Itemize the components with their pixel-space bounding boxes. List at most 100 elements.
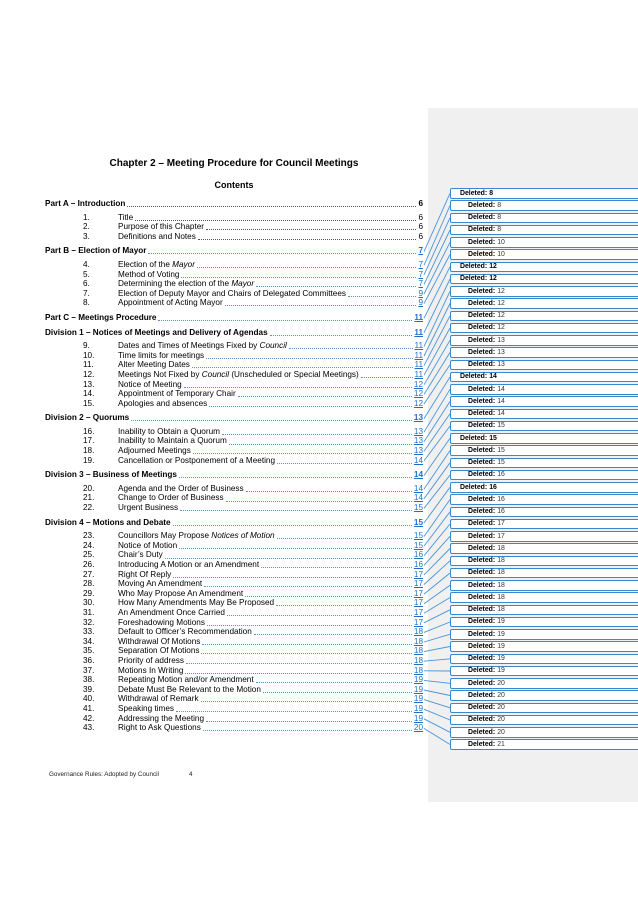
toc-item[interactable]: 6. Determining the election of the Mayor 7 (45, 279, 423, 289)
revision-box[interactable]: Deleted: 17 (450, 531, 638, 542)
toc-item[interactable]: 17. Inability to Maintain a Quorum 13 (45, 436, 423, 446)
revision-box[interactable]: Deleted: 12 (450, 322, 638, 334)
revision-box[interactable]: Deleted: 18 (450, 543, 638, 554)
toc-item[interactable]: 18. Adjourned Meetings 13 (45, 446, 423, 456)
toc-item[interactable]: 16. Inability to Obtain a Quorum 13 (45, 427, 423, 437)
toc-item[interactable]: 30. How Many Amendments May Be Proposed 17 (45, 598, 423, 608)
toc-item[interactable]: 2. Purpose of this Chapter 6 (45, 222, 423, 232)
revision-box[interactable]: Deleted: 15 (450, 420, 638, 432)
revision-box[interactable]: Deleted: 12 (450, 286, 638, 297)
toc-item[interactable]: 25. Chair’s Duty 16 (45, 550, 423, 560)
toc-item[interactable]: 20. Agenda and the Order of Business 14 (45, 484, 423, 494)
toc-item[interactable]: 41. Speaking times 19 (45, 704, 423, 714)
revision-box[interactable]: Deleted: 15 (450, 433, 638, 444)
revision-value: 20 (497, 679, 505, 687)
revision-box[interactable]: Deleted: 8 (450, 224, 638, 236)
revision-box[interactable]: Deleted: 19 (450, 653, 638, 665)
toc-item[interactable]: 28. Moving An Amendment 17 (45, 579, 423, 589)
toc-item[interactable]: 37. Motions In Writing 18 (45, 666, 423, 676)
toc-item[interactable]: 40. Withdrawal of Remark 19 (45, 694, 423, 704)
revision-box[interactable]: Deleted: 16 (450, 482, 638, 493)
revision-box[interactable]: Deleted: 10 (450, 249, 638, 260)
revision-box[interactable]: Deleted: 13 (450, 347, 638, 358)
revision-box[interactable]: Deleted: 13 (450, 359, 638, 371)
toc-item[interactable]: 13. Notice of Meeting 12 (45, 380, 423, 390)
toc-item[interactable]: 9. Dates and Times of Meetings Fixed by C… (45, 341, 423, 351)
revision-box[interactable]: Deleted: 16 (450, 469, 638, 481)
revision-box[interactable]: Deleted: 12 (450, 310, 638, 322)
toc-heading[interactable]: Part C – Meetings Procedure 11 (45, 313, 423, 323)
toc-item[interactable]: 32. Foreshadowing Motions 17 (45, 618, 423, 628)
toc-item[interactable]: 34. Withdrawal Of Motions 18 (45, 637, 423, 647)
revision-box[interactable]: Deleted: 16 (450, 494, 638, 505)
revision-box[interactable]: Deleted: 16 (450, 506, 638, 518)
revision-box[interactable]: Deleted: 19 (450, 641, 638, 652)
toc-item[interactable]: 8. Appointment of Acting Mayor 9 (45, 298, 423, 308)
revision-box[interactable]: Deleted: 14 (450, 384, 638, 395)
revision-box[interactable]: Deleted: 18 (450, 555, 638, 567)
revision-box[interactable]: Deleted: 15 (450, 445, 638, 456)
revision-box[interactable]: Deleted: 20 (450, 690, 638, 701)
toc-item[interactable]: 3. Definitions and Notes 6 (45, 232, 423, 242)
revision-box[interactable]: Deleted: 20 (450, 714, 638, 726)
toc-heading[interactable]: Part B – Election of Mayor 7 (45, 246, 423, 256)
revision-box[interactable]: Deleted: 14 (450, 396, 638, 407)
revision-box[interactable]: Deleted: 20 (450, 727, 638, 738)
revision-box[interactable]: Deleted: 18 (450, 604, 638, 616)
revision-box[interactable]: Deleted: 17 (450, 518, 638, 530)
toc-item[interactable]: 24. Notice of Motion 15 (45, 541, 423, 551)
revision-box[interactable]: Deleted: 19 (450, 629, 638, 640)
revision-box[interactable]: Deleted: 18 (450, 592, 638, 603)
revision-box[interactable]: Deleted: 20 (450, 678, 638, 689)
revision-box[interactable]: Deleted: 8 (450, 212, 638, 224)
toc-item[interactable]: 5. Method of Voting 7 (45, 270, 423, 280)
toc-item[interactable]: 31. An Amendment Once Carried 17 (45, 608, 423, 618)
toc-item[interactable]: 4. Election of the Mayor 7 (45, 260, 423, 270)
revision-box[interactable]: Deleted: 18 (450, 567, 638, 579)
toc-item[interactable]: 11. Alter Meeting Dates 11 (45, 360, 423, 370)
entry-page-number: 12 (413, 389, 423, 399)
toc-heading[interactable]: Division 2 – Quorums 13 (45, 413, 423, 423)
toc-item[interactable]: 29. Who May Propose An Amendment 17 (45, 589, 423, 599)
revision-box[interactable]: Deleted: 15 (450, 457, 638, 469)
toc-item[interactable]: 38. Repeating Motion and/or Amendment 19 (45, 675, 423, 685)
toc-item[interactable]: 12. Meetings Not Fixed by Council (Unsche… (45, 370, 423, 380)
revision-box[interactable]: Deleted: 13 (450, 335, 638, 346)
revision-box[interactable]: Deleted: 12 (450, 273, 638, 285)
toc-item[interactable]: 7. Election of Deputy Mayor and Chairs of… (45, 289, 423, 299)
toc-item[interactable]: 23. Councillors May Propose Notices of Mo… (45, 531, 423, 541)
toc-heading[interactable]: Part A – Introduction 6 (45, 199, 423, 209)
revision-box[interactable]: Deleted: 10 (450, 237, 638, 248)
toc-item[interactable]: 35. Separation Of Motions 18 (45, 646, 423, 656)
revision-box[interactable]: Deleted: 12 (450, 298, 638, 309)
revision-box[interactable]: Deleted: 21 (450, 739, 638, 750)
revision-box[interactable]: Deleted: 19 (450, 616, 638, 628)
toc-item[interactable]: 39. Debate Must Be Relevant to the Motion… (45, 685, 423, 695)
revision-box[interactable]: Deleted: 14 (450, 371, 638, 383)
revision-box[interactable]: Deleted: 19 (450, 665, 638, 677)
toc-item[interactable]: 42. Addressing the Meeting 19 (45, 714, 423, 724)
toc-item[interactable]: 1. Title 6 (45, 213, 423, 223)
toc-heading[interactable]: Division 4 – Motions and Debate 15 (45, 518, 423, 528)
toc-item[interactable]: 43. Right to Ask Questions 20 (45, 723, 423, 733)
toc-item[interactable]: 19. Cancellation or Postponement of a Mee… (45, 456, 423, 466)
toc-item[interactable]: 21. Change to Order of Business 14 (45, 493, 423, 503)
revision-box[interactable]: Deleted: 14 (450, 408, 638, 420)
revision-box[interactable]: Deleted: 18 (450, 580, 638, 591)
toc-item[interactable]: 22. Urgent Business 15 (45, 503, 423, 513)
toc-heading[interactable]: Division 1 – Notices of Meetings and Del… (45, 328, 423, 338)
toc-item[interactable]: 27. Right Of Reply 17 (45, 570, 423, 580)
toc-item[interactable]: 15. Apologies and absences 12 (45, 399, 423, 409)
toc-item[interactable]: 33. Default to Officer’s Recommendation 18 (45, 627, 423, 637)
toc-heading[interactable]: Division 3 – Business of Meetings 14 (45, 470, 423, 480)
entry-label: Alter Meeting Dates (118, 360, 190, 370)
revision-box[interactable]: Deleted: 8 (450, 188, 638, 199)
entry-label: Repeating Motion and/or Amendment (118, 675, 254, 685)
toc-item[interactable]: 14. Appointment of Temporary Chair 12 (45, 389, 423, 399)
toc-item[interactable]: 26. Introducing A Motion or an Amendment 1… (45, 560, 423, 570)
revision-box[interactable]: Deleted: 20 (450, 702, 638, 714)
revision-box[interactable]: Deleted: 12 (450, 261, 638, 273)
toc-item[interactable]: 36. Priority of address 18 (45, 656, 423, 666)
toc-item[interactable]: 10. Time limits for meetings 11 (45, 351, 423, 361)
revision-box[interactable]: Deleted: 8 (450, 200, 638, 211)
